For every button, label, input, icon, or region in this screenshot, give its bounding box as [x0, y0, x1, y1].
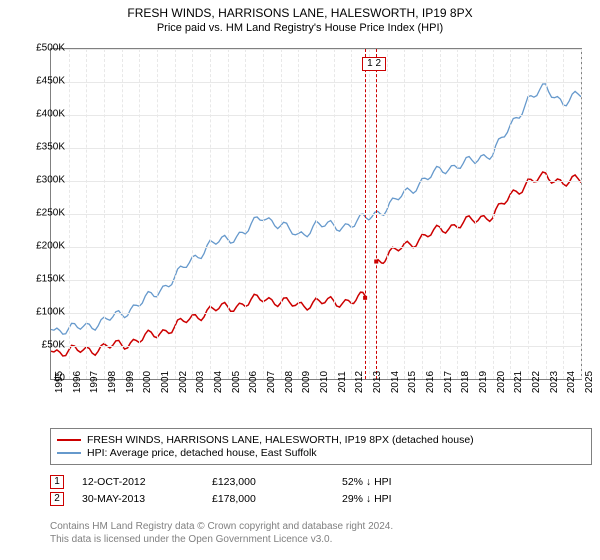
legend: FRESH WINDS, HARRISONS LANE, HALESWORTH,… — [50, 428, 592, 465]
footer-line: Contains HM Land Registry data © Crown c… — [50, 520, 578, 533]
legend-item-2: HPI: Average price, detached house, East… — [57, 447, 585, 459]
y-tick-label: £50K — [42, 340, 65, 351]
sale-date: 30-MAY-2013 — [82, 493, 212, 505]
y-tick-label: £200K — [36, 241, 65, 252]
table-row: 2 30-MAY-2013 £178,000 29% ↓ HPI — [50, 492, 578, 506]
sale-pct: 29% ↓ HPI — [342, 493, 472, 505]
x-tick-label: 1997 — [89, 371, 100, 393]
x-tick-label: 2000 — [142, 371, 153, 393]
x-tick-label: 2023 — [549, 371, 560, 393]
y-tick-label: £250K — [36, 208, 65, 219]
x-tick-label: 1998 — [107, 371, 118, 393]
sale-price: £178,000 — [212, 493, 342, 505]
footer-attribution: Contains HM Land Registry data © Crown c… — [50, 520, 578, 546]
y-tick-label: £100K — [36, 307, 65, 318]
x-tick-label: 2008 — [284, 371, 295, 393]
x-tick-label: 2004 — [213, 371, 224, 393]
x-tick-label: 1999 — [125, 371, 136, 393]
x-tick-label: 2024 — [566, 371, 577, 393]
x-tick-label: 2012 — [354, 371, 365, 393]
legend-item-1: FRESH WINDS, HARRISONS LANE, HALESWORTH,… — [57, 434, 585, 446]
x-tick-label: 2010 — [319, 371, 330, 393]
x-tick-label: 2022 — [531, 371, 542, 393]
x-tick-label: 2011 — [337, 371, 348, 393]
legend-swatch-icon — [57, 452, 81, 454]
x-tick-label: 2017 — [443, 371, 454, 393]
x-tick-label: 2014 — [390, 371, 401, 393]
chart-marker-box: 1 2 — [362, 57, 386, 71]
x-tick-label: 2003 — [195, 371, 206, 393]
x-tick-label: 1996 — [72, 371, 83, 393]
sale-price: £123,000 — [212, 476, 342, 488]
x-tick-label: 2021 — [513, 371, 524, 393]
sales-table: 1 12-OCT-2012 £123,000 52% ↓ HPI 2 30-MA… — [50, 472, 578, 509]
chart-title: FRESH WINDS, HARRISONS LANE, HALESWORTH,… — [0, 0, 600, 20]
x-tick-label: 2005 — [231, 371, 242, 393]
chart-container: FRESH WINDS, HARRISONS LANE, HALESWORTH,… — [0, 0, 600, 560]
x-tick-label: 2019 — [478, 371, 489, 393]
legend-label: HPI: Average price, detached house, East… — [87, 447, 317, 459]
x-tick-label: 2006 — [248, 371, 259, 393]
y-tick-label: £150K — [36, 274, 65, 285]
y-tick-label: £400K — [36, 109, 65, 120]
x-tick-label: 2001 — [160, 371, 171, 393]
x-tick-label: 2016 — [425, 371, 436, 393]
y-tick-label: £350K — [36, 142, 65, 153]
y-tick-label: £500K — [36, 43, 65, 54]
x-tick-label: 2018 — [460, 371, 471, 393]
row-marker-icon: 2 — [50, 492, 64, 506]
y-tick-label: £450K — [36, 76, 65, 87]
x-tick-label: 2025 — [584, 371, 595, 393]
x-tick-label: 1995 — [54, 371, 65, 393]
row-marker-icon: 1 — [50, 475, 64, 489]
table-row: 1 12-OCT-2012 £123,000 52% ↓ HPI — [50, 475, 578, 489]
x-tick-label: 2013 — [372, 371, 383, 393]
sale-date: 12-OCT-2012 — [82, 476, 212, 488]
y-tick-label: £300K — [36, 175, 65, 186]
x-tick-label: 2009 — [301, 371, 312, 393]
chart-subtitle: Price paid vs. HM Land Registry's House … — [0, 20, 600, 34]
sale-pct: 52% ↓ HPI — [342, 476, 472, 488]
legend-label: FRESH WINDS, HARRISONS LANE, HALESWORTH,… — [87, 434, 474, 446]
x-tick-label: 2020 — [496, 371, 507, 393]
legend-swatch-icon — [57, 439, 81, 441]
x-tick-label: 2007 — [266, 371, 277, 393]
plot-area: 1 2 — [50, 48, 582, 380]
x-tick-label: 2015 — [407, 371, 418, 393]
footer-line: This data is licensed under the Open Gov… — [50, 533, 578, 546]
x-tick-label: 2002 — [178, 371, 189, 393]
